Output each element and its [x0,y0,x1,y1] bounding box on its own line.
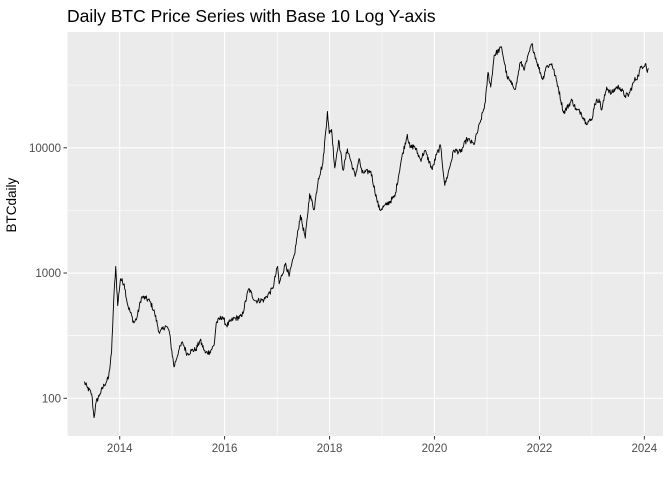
btc-price-line [84,43,649,419]
y-axis: 100 1000 10000 [29,143,67,405]
x-tick-label: 2018 [317,443,343,455]
x-tick-label: 2020 [422,443,448,455]
y-tick-label: 10000 [29,143,61,155]
y-tick-label: 100 [42,393,61,405]
chart-title: Daily BTC Price Series with Base 10 Log … [67,6,436,26]
plot-panel [67,32,663,436]
x-tick-label: 2014 [107,443,133,455]
x-tick-label: 2016 [212,443,238,455]
x-axis: 2014 2016 2018 2020 2022 2024 [107,436,658,455]
minor-gridlines [67,32,663,436]
major-gridlines [67,32,663,436]
y-tick-label: 1000 [35,268,61,280]
x-tick-label: 2022 [527,443,553,455]
x-tick-label: 2024 [632,443,658,455]
